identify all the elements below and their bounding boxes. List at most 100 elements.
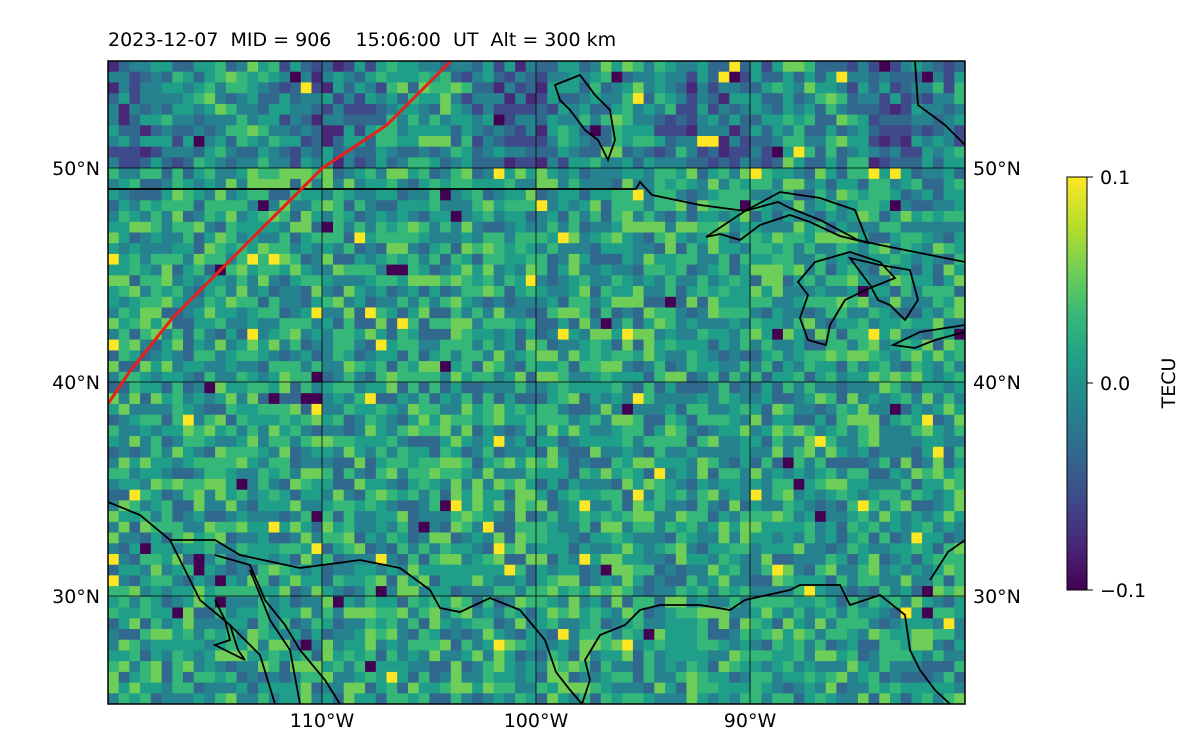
tec-cell <box>579 157 591 169</box>
tec-cell <box>129 71 141 83</box>
tec-cell <box>890 414 902 426</box>
tec-cell <box>493 629 505 641</box>
lat-label-50n-right: 50°N <box>973 158 1021 180</box>
tec-cell <box>761 478 773 491</box>
tec-cell <box>611 350 623 362</box>
tec-cell <box>718 671 730 684</box>
tec-cell <box>632 436 645 448</box>
tec-cell <box>707 157 720 169</box>
tec-cell <box>311 264 323 276</box>
tec-cell <box>536 82 548 94</box>
tec-cell <box>365 103 377 116</box>
tec-cell <box>665 264 677 276</box>
tec-cell <box>172 146 184 158</box>
tec-cell <box>611 253 623 266</box>
tec-cell <box>911 629 923 641</box>
tec-cell <box>718 393 730 405</box>
tec-cell <box>557 136 570 148</box>
tec-cell <box>440 264 452 276</box>
tec-cell <box>579 168 591 180</box>
tec-cell <box>718 157 730 169</box>
tec-cell <box>418 211 430 223</box>
tec-cell <box>697 253 709 266</box>
tec-cell <box>386 93 398 105</box>
tec-cell <box>258 350 270 362</box>
tec-cell <box>300 468 313 480</box>
tec-cell <box>825 189 837 201</box>
tec-cell <box>729 307 741 319</box>
tec-cell <box>493 446 505 459</box>
tec-cell <box>750 500 763 512</box>
tec-cell <box>461 425 473 437</box>
tec-cell <box>793 425 805 437</box>
tec-cell <box>590 232 602 244</box>
tec-cell <box>311 200 323 212</box>
tec-cell <box>761 125 773 137</box>
tec-cell <box>740 414 752 426</box>
tec-cell <box>279 114 291 126</box>
tec-cell <box>643 136 655 148</box>
tec-cell <box>750 232 763 244</box>
tec-cell <box>879 489 891 501</box>
tec-cell <box>804 125 816 137</box>
tec-cell <box>354 446 366 459</box>
tec-cell <box>525 393 538 405</box>
tec-cell <box>954 500 965 512</box>
tec-cell <box>354 168 366 180</box>
tec-cell <box>504 361 516 373</box>
tec-cell <box>590 114 602 126</box>
tec-cell <box>172 61 184 73</box>
tec-cell <box>204 521 216 534</box>
tec-cell <box>686 543 698 555</box>
tec-cell <box>568 478 580 491</box>
tec-cell <box>782 82 795 94</box>
tec-cell <box>643 554 655 566</box>
tec-cell <box>825 618 837 630</box>
tec-cell <box>193 489 205 501</box>
tec-cell <box>911 318 923 330</box>
tec-cell <box>161 607 173 619</box>
tec-cell <box>525 586 538 598</box>
tec-cell <box>943 339 955 351</box>
tec-cell <box>600 500 613 512</box>
tec-cell <box>579 425 591 437</box>
tec-cell <box>632 543 645 555</box>
tec-cell <box>632 425 645 437</box>
tec-cell <box>515 71 527 83</box>
tec-cell <box>504 232 516 244</box>
tec-cell <box>772 371 784 384</box>
tec-cell <box>943 243 955 255</box>
tec-cell <box>343 693 355 704</box>
tec-cell <box>900 500 912 512</box>
tec-cell <box>493 296 505 309</box>
tec-cell <box>611 564 623 576</box>
tec-cell <box>482 629 495 641</box>
tec-cell <box>279 478 291 491</box>
tec-cell <box>665 71 677 83</box>
tec-cell <box>782 243 795 255</box>
tec-cell <box>665 136 677 148</box>
tec-cell <box>761 532 773 544</box>
tec-cell <box>375 136 388 148</box>
tec-cell <box>911 339 923 351</box>
tec-cell <box>750 393 763 405</box>
gulf-of-california <box>214 554 341 704</box>
tec-cell <box>440 382 452 394</box>
tec-cell <box>622 554 634 566</box>
tec-cell <box>536 650 548 662</box>
tec-cell <box>429 264 441 276</box>
tec-cell <box>665 286 677 298</box>
tec-cell <box>215 221 227 234</box>
tec-cell <box>675 125 688 137</box>
tec-cell <box>772 136 784 148</box>
tec-cell <box>450 457 463 469</box>
tec-cell <box>440 221 452 234</box>
tec-cell <box>386 221 398 234</box>
tec-cell <box>515 468 527 480</box>
tec-cell <box>482 543 495 555</box>
tec-cell <box>279 425 291 437</box>
tec-cell <box>782 403 795 416</box>
tec-cell <box>375 671 388 684</box>
tec-cell <box>215 114 227 126</box>
tec-cell <box>825 586 837 598</box>
